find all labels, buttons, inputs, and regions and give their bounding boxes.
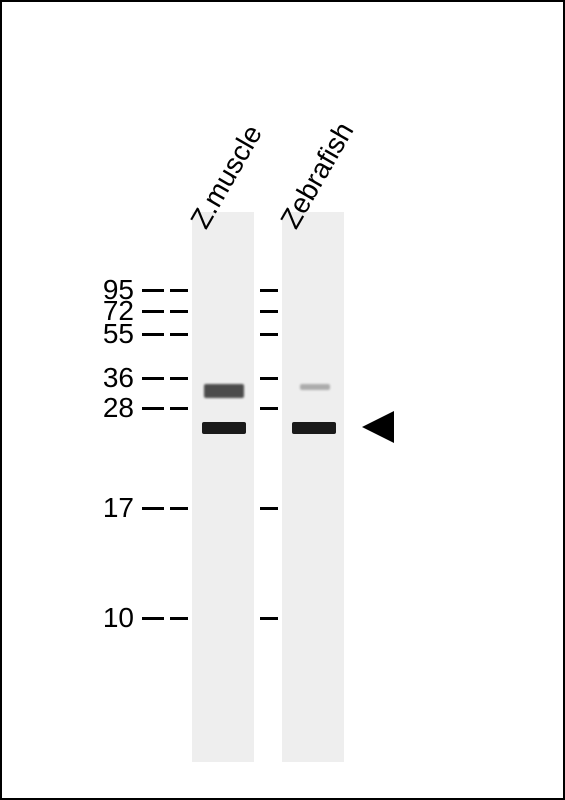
band-lane1-1 — [202, 422, 246, 434]
lane-strip-lane1 — [192, 212, 254, 762]
mw-tick-17 — [142, 507, 164, 510]
lane-tick — [260, 617, 278, 620]
mw-tick-36 — [142, 377, 164, 380]
lane-tick — [260, 289, 278, 292]
lane-tick — [260, 407, 278, 410]
lane-strip-lane2 — [282, 212, 344, 762]
band-lane1-0 — [204, 384, 244, 398]
mw-tick-95 — [142, 289, 164, 292]
mw-label-55: 55 — [98, 318, 134, 350]
blot-area: Z.muscleZebrafish95725536281710 — [2, 2, 563, 798]
target-arrow-icon — [362, 411, 394, 443]
band-lane2-1 — [292, 422, 336, 434]
mw-label-17: 17 — [98, 492, 134, 524]
lane-tick — [170, 377, 188, 380]
mw-tick-55 — [142, 333, 164, 336]
lane-tick — [260, 310, 278, 313]
lane-tick — [170, 289, 188, 292]
lane-tick — [170, 310, 188, 313]
mw-tick-28 — [142, 407, 164, 410]
mw-tick-10 — [142, 617, 164, 620]
lane-tick — [170, 333, 188, 336]
lane-tick — [260, 333, 278, 336]
mw-label-36: 36 — [98, 362, 134, 394]
lane-tick — [170, 617, 188, 620]
mw-label-28: 28 — [98, 392, 134, 424]
lane-tick — [170, 407, 188, 410]
lane-tick — [260, 507, 278, 510]
band-lane2-0 — [300, 384, 330, 390]
lane-tick — [170, 507, 188, 510]
blot-frame: Z.muscleZebrafish95725536281710 — [0, 0, 565, 800]
mw-tick-72 — [142, 310, 164, 313]
lane-tick — [260, 377, 278, 380]
mw-label-10: 10 — [98, 602, 134, 634]
